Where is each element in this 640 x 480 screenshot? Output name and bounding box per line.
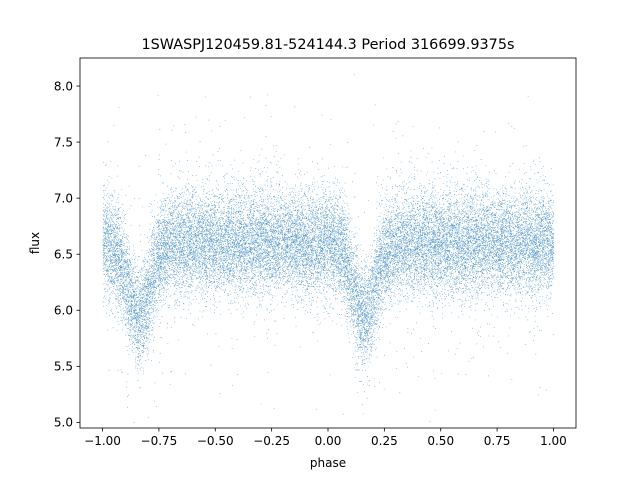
x-axis: −1.00 −0.75 −0.50 −0.25 0.00 0.25 0.50 0.75 1.00	[84, 428, 567, 448]
y-axis: 5.0 5.5 6.0 6.5 7.0 7.5 8.0	[54, 79, 80, 430]
x-tick-label: 0.00	[315, 434, 342, 448]
x-tick-label: −0.50	[197, 434, 234, 448]
x-tick-label: −1.00	[84, 434, 121, 448]
x-tick-label: 0.75	[484, 434, 511, 448]
y-axis-label: flux	[28, 232, 42, 254]
x-tick-label: 1.00	[540, 434, 567, 448]
y-tick-label: 5.5	[54, 360, 73, 374]
x-tick-label: −0.25	[253, 434, 290, 448]
data-points	[102, 74, 555, 423]
y-tick-label: 6.0	[54, 304, 73, 318]
x-tick-label: 0.50	[427, 434, 454, 448]
chart-title: 1SWASPJ120459.81-524144.3 Period 316699.…	[142, 37, 515, 53]
x-tick-label: −0.75	[141, 434, 178, 448]
x-tick-label: 0.25	[371, 434, 398, 448]
y-tick-label: 8.0	[54, 79, 73, 93]
scatter-points	[102, 74, 555, 423]
x-axis-label: phase	[310, 456, 346, 470]
y-tick-label: 7.5	[54, 135, 73, 149]
y-tick-label: 7.0	[54, 191, 73, 205]
y-tick-label: 6.5	[54, 248, 73, 262]
y-tick-label: 5.0	[54, 416, 73, 430]
